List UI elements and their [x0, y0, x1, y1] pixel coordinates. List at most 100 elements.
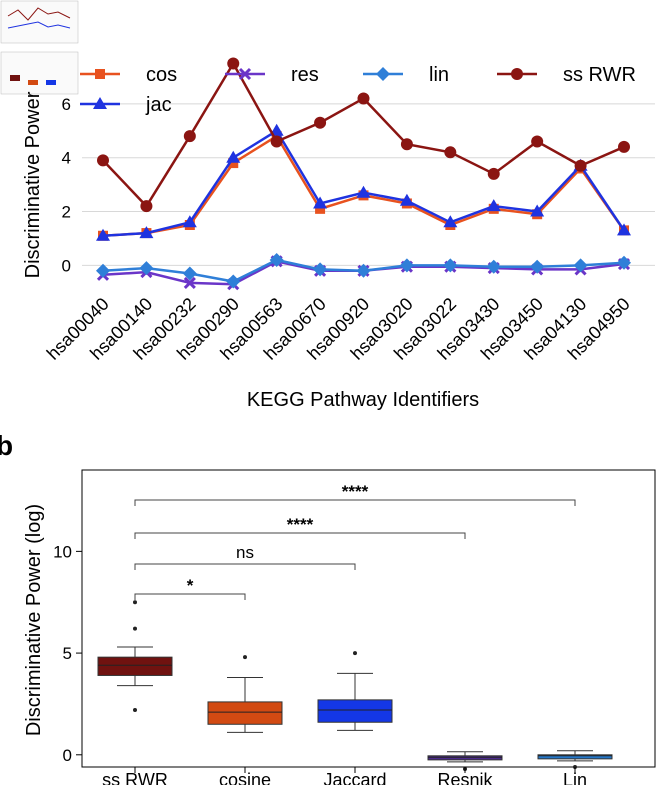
legend-label: res: [291, 64, 319, 86]
data-point: [356, 185, 371, 198]
outlier-point: [133, 708, 137, 713]
data-point: [226, 150, 241, 163]
data-point: [226, 274, 241, 289]
x-tick-label: Lin: [563, 770, 587, 785]
x-tick-label: Resnik: [437, 770, 493, 785]
y-tick-label: 0: [63, 746, 72, 765]
box: [537, 754, 613, 760]
data-point: [95, 69, 105, 79]
data-point: [139, 226, 154, 239]
data-point: [182, 215, 197, 228]
bracket-line: [134, 593, 246, 600]
box: [317, 699, 393, 723]
data-point: [399, 258, 414, 273]
data-point: [139, 261, 154, 276]
box-ss-rwr: [97, 600, 173, 713]
data-point: [618, 140, 630, 153]
data-point: [96, 228, 110, 241]
panel-label: b: [0, 430, 13, 461]
data-point: [228, 158, 239, 169]
data-point: [574, 159, 587, 172]
legend-label: jac: [145, 94, 172, 116]
legend-item: lin: [363, 64, 449, 86]
data-point: [530, 259, 545, 274]
y-tick-label: 2: [62, 203, 71, 222]
data-point: [511, 68, 523, 80]
x-tick-label: cosine: [219, 770, 271, 785]
box: [207, 701, 283, 725]
data-point: [238, 67, 252, 81]
significance-label: *: [187, 576, 194, 595]
data-point: [531, 135, 544, 148]
data-point: [93, 97, 107, 109]
data-point: [400, 138, 413, 151]
y-tick-label: 0: [62, 256, 71, 275]
box-jaccard: [317, 651, 393, 731]
data-point: [443, 215, 458, 228]
box: [427, 755, 503, 761]
data-point: [140, 200, 153, 213]
data-point: [399, 193, 414, 206]
data-point: [183, 130, 196, 143]
data-point: [315, 203, 326, 214]
thumbnail-preview: [0, 0, 79, 95]
data-point: [444, 146, 457, 159]
data-point: [486, 199, 501, 212]
data-point: [269, 253, 284, 267]
data-point: [227, 57, 240, 70]
significance-bracket: ****: [134, 515, 466, 539]
significance-label: ****: [342, 482, 369, 501]
box: [97, 656, 173, 676]
box-cosine: [207, 655, 283, 733]
data-point: [617, 255, 631, 270]
legend-label: ss RWR: [563, 64, 636, 86]
data-point: [376, 67, 390, 81]
legend-item: cos: [80, 64, 177, 86]
data-point: [313, 262, 328, 277]
legend: cos res lin ss RWR jac: [80, 64, 636, 116]
box-plot-panel: b * ns **** **** 0 5 10 ss RWR cosine Jaccard Re…: [0, 430, 656, 785]
outlier-point: [243, 655, 247, 660]
legend-item: jac: [80, 94, 172, 116]
data-point: [313, 196, 328, 209]
outlier-point: [133, 626, 137, 631]
box-lin: [537, 750, 613, 769]
significance-label: ****: [287, 515, 314, 534]
outlier-point: [133, 600, 137, 605]
legend-item: res: [225, 64, 319, 86]
bracket-line: [134, 499, 576, 506]
data-point: [182, 266, 197, 281]
y-tick-label: 10: [53, 542, 72, 561]
data-point: [270, 135, 283, 148]
y-tick-label: 4: [62, 149, 71, 168]
series-lin: [96, 253, 631, 289]
plot-frame: [81, 469, 656, 768]
data-point: [96, 263, 110, 278]
data-point: [356, 263, 371, 278]
bracket-line: [134, 563, 356, 570]
bracket-line: [134, 532, 466, 539]
significance-bracket: ns: [134, 543, 356, 570]
significance-bracket: *: [134, 576, 246, 600]
x-tick-label: ss RWR: [102, 770, 168, 785]
outlier-point: [353, 651, 357, 656]
y-axis-label: Discriminative Power: [22, 91, 44, 278]
data-point: [357, 92, 370, 105]
y-tick-label: 5: [63, 644, 72, 663]
data-point: [573, 258, 588, 273]
legend-item: ss RWR: [497, 64, 636, 86]
significance-bracket: ****: [134, 482, 576, 506]
data-point: [443, 258, 458, 273]
x-axis-label: KEGG Pathway Identifiers: [247, 389, 479, 411]
x-tick-label: Jaccard: [323, 770, 386, 785]
data-point: [486, 259, 501, 274]
data-point: [97, 154, 109, 167]
data-point: [617, 223, 631, 236]
data-point: [530, 204, 545, 217]
legend-label: cos: [146, 64, 177, 86]
data-point: [487, 167, 500, 180]
series-line: [102, 60, 625, 209]
data-point: [314, 116, 327, 129]
